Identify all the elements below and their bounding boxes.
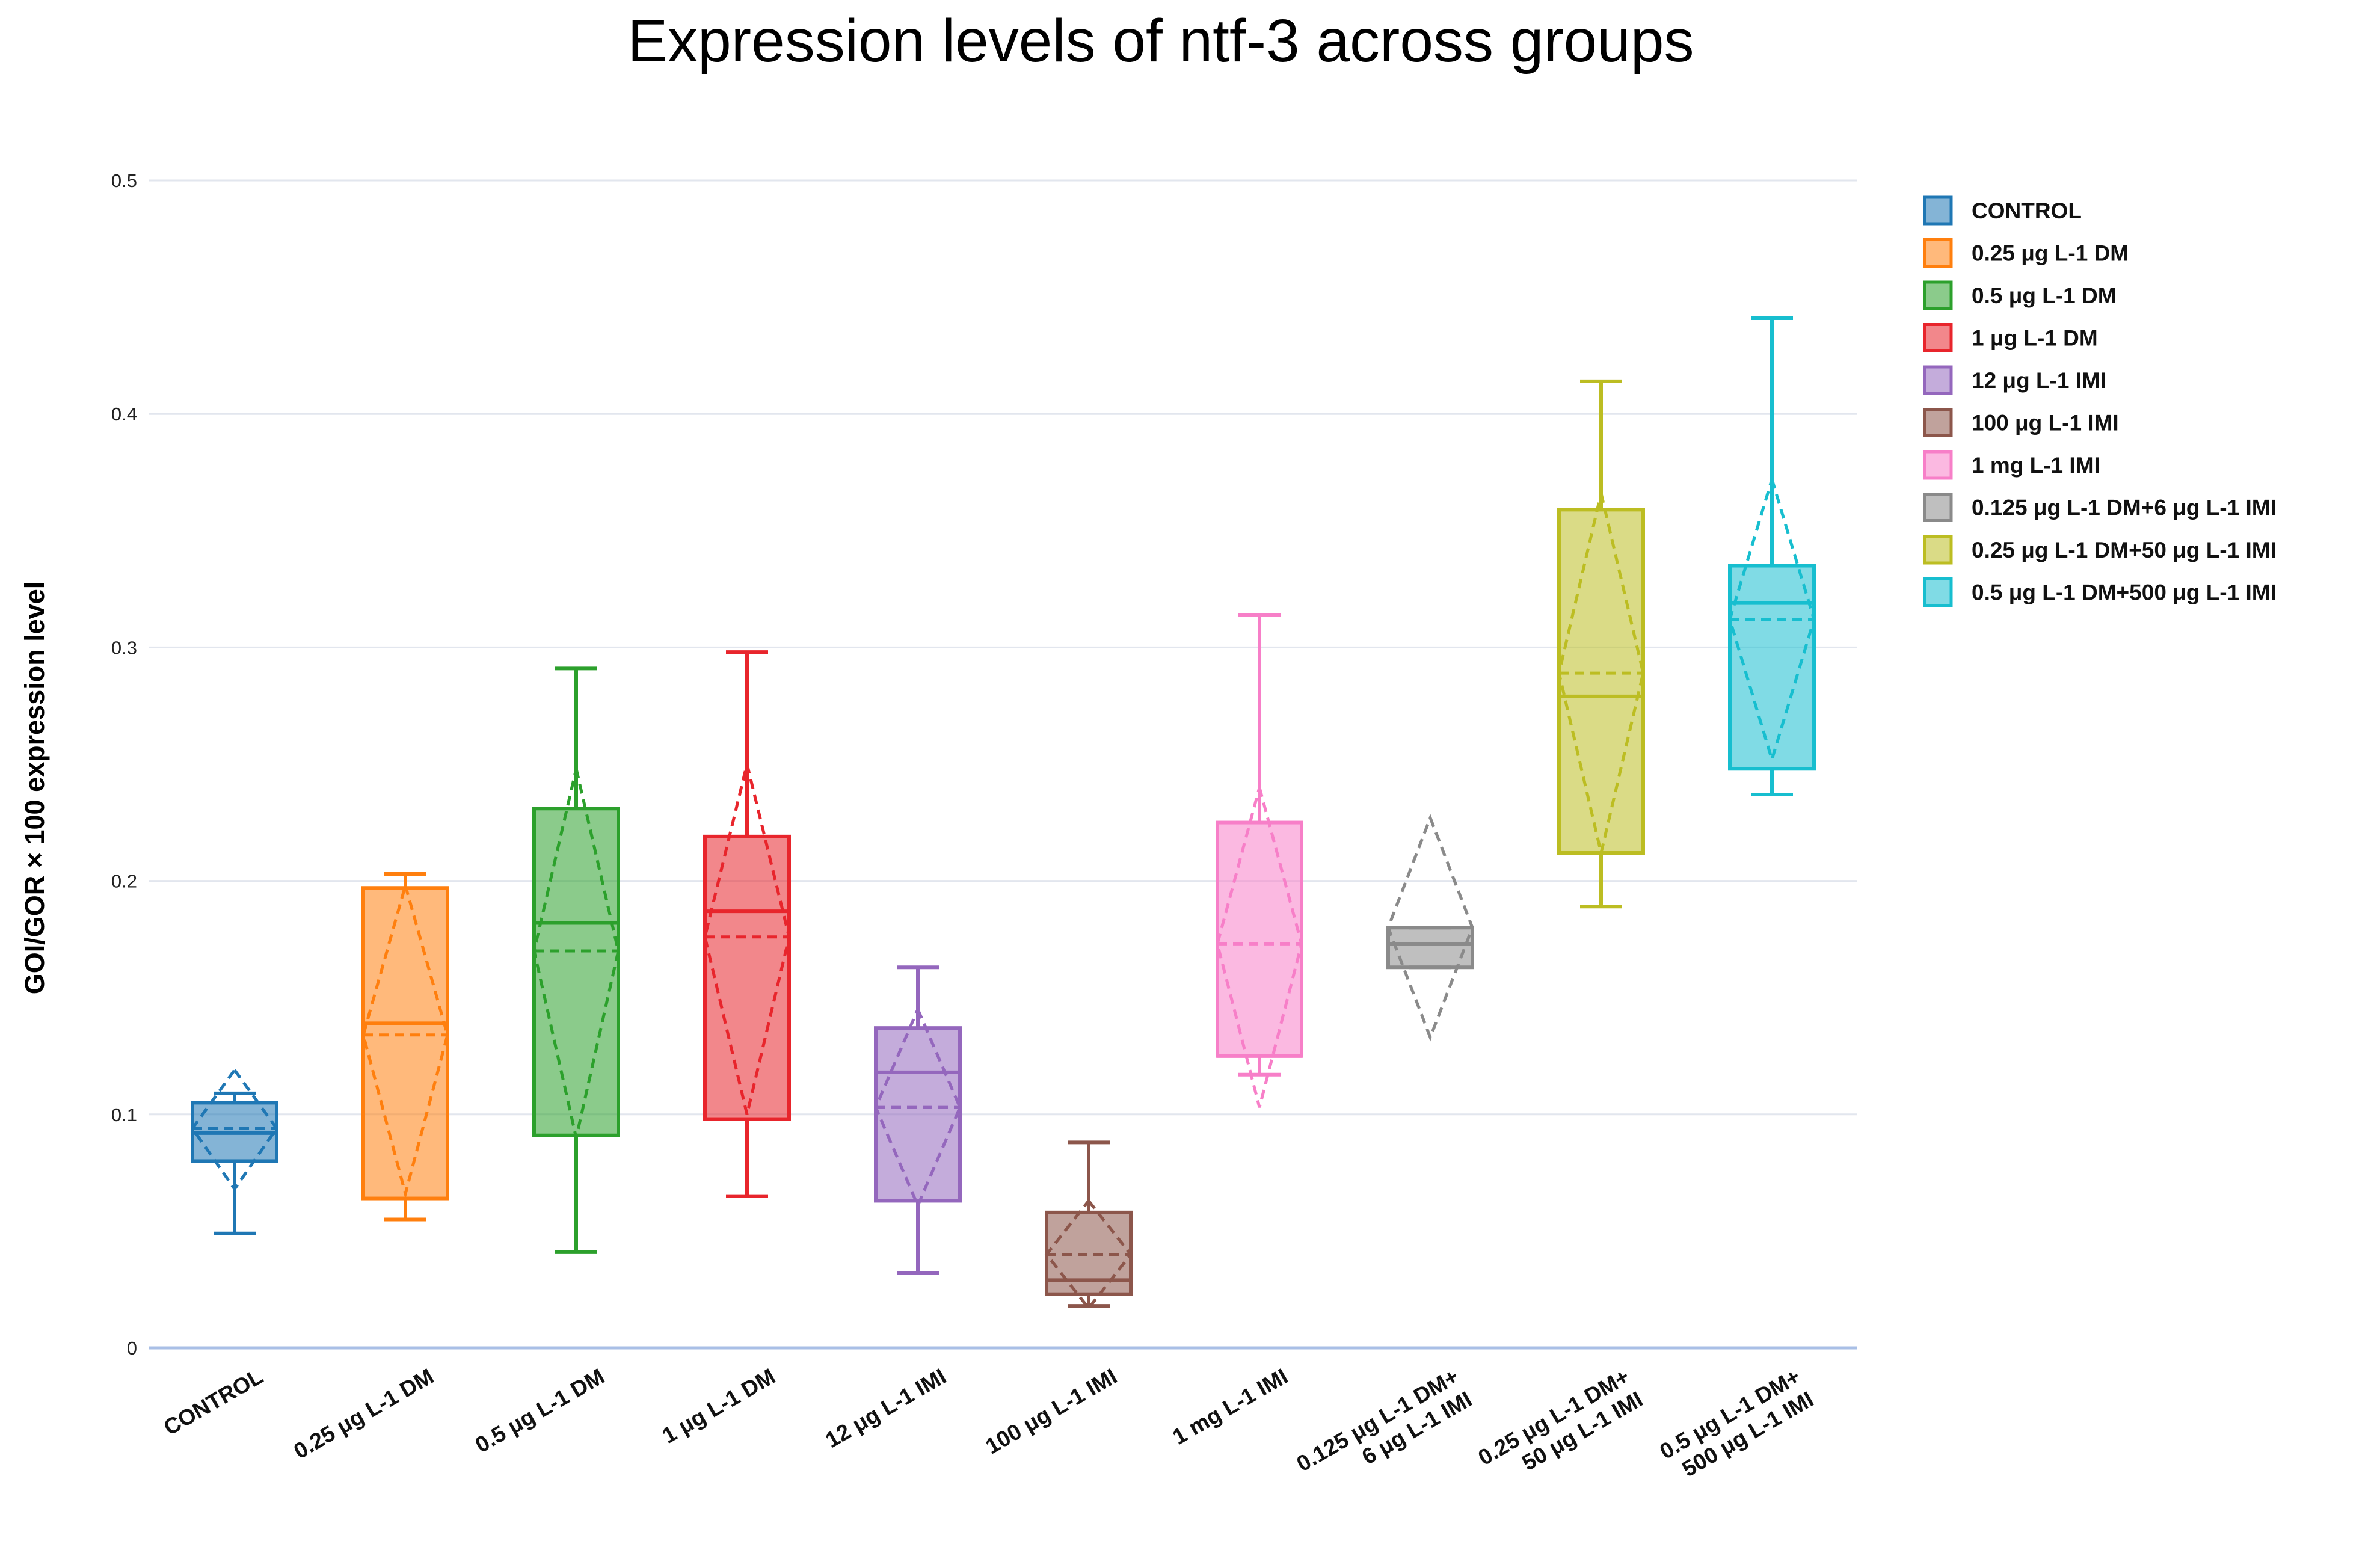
x-tick-label: 12 μg L-1 IMI [821, 1364, 950, 1453]
iqr-box [532, 807, 620, 1137]
legend-item: 0.5 μg L-1 DM [1923, 280, 2117, 310]
box-group [1557, 379, 1645, 909]
box-group [532, 666, 620, 1254]
x-tick-label: 0.5 μg L-1 DM [471, 1364, 609, 1457]
legend-label: 0.5 μg L-1 DM [1972, 283, 2117, 308]
box-group [1386, 813, 1474, 1042]
box-group [1044, 1140, 1133, 1311]
legend-swatch [1923, 365, 1953, 395]
box-group [874, 965, 962, 1275]
chart-title: Expression levels of ntf-3 across groups [627, 7, 1694, 75]
legend-item: 12 μg L-1 IMI [1923, 365, 2106, 395]
y-tick-label: 0.2 [111, 871, 137, 892]
legend: CONTROL 0.25 μg L-1 DM 0.5 μg L-1 DM 1 μg L… [1923, 195, 2277, 607]
legend-label: 12 μg L-1 IMI [1972, 368, 2106, 393]
x-tick-label: CONTROL [159, 1364, 267, 1440]
legend-item: 100 μg L-1 IMI [1923, 408, 2119, 437]
y-tick-label: 0.3 [111, 637, 137, 658]
legend-label: 1 mg L-1 IMI [1972, 453, 2100, 478]
x-tick-line: 100 μg L-1 IMI [982, 1364, 1121, 1459]
mean-sd-diamond [532, 768, 620, 1139]
legend-swatch [1923, 238, 1953, 268]
iqr-box [1216, 820, 1303, 1058]
x-tick-label: 0.25 μg L-1 DM [289, 1364, 438, 1463]
x-tick-label: 0.25 μg L-1 DM+50 μg L-1 IMI [1474, 1364, 1647, 1493]
mean-sd-diamond [190, 1067, 279, 1192]
x-axis-ticks: CONTROL 0.25 μg L-1 DM 0.5 μg L-1 DM 1 μg L… [159, 1364, 1818, 1499]
box-group [1728, 316, 1816, 796]
mean-sd-diamond [703, 763, 791, 1115]
y-tick-label: 0 [127, 1338, 137, 1359]
x-tick-line: 1 μg L-1 DM [658, 1364, 779, 1448]
box-series [190, 316, 1816, 1311]
legend-item: 0.25 μg L-1 DM [1923, 238, 2129, 268]
legend-swatch [1923, 280, 1953, 310]
mean-sd-diamond [1044, 1198, 1133, 1311]
x-tick-line: 1 mg L-1 IMI [1168, 1364, 1292, 1449]
legend-label: 0.25 μg L-1 DM [1972, 241, 2129, 266]
x-tick-line: CONTROL [159, 1364, 267, 1440]
legend-item: CONTROL [1923, 195, 2082, 226]
x-tick-label: 1 mg L-1 IMI [1168, 1364, 1292, 1449]
x-tick-label: 0.125 μg L-1 DM+6 μg L-1 IMI [1293, 1364, 1476, 1499]
legend-swatch [1923, 535, 1953, 565]
legend-item: 1 μg L-1 DM [1923, 323, 2098, 352]
legend-label: 100 μg L-1 IMI [1972, 411, 2119, 435]
legend-swatch [1923, 195, 1953, 226]
x-tick-line: 12 μg L-1 IMI [821, 1364, 950, 1453]
x-tick-line: 0.5 μg L-1 DM [471, 1364, 609, 1457]
x-tick-line: 0.25 μg L-1 DM [289, 1364, 438, 1463]
y-axis-label: GOI/GOR × 100 expression level [19, 582, 50, 995]
x-tick-label: 0.5 μg L-1 DM+500 μg L-1 IMI [1655, 1364, 1818, 1487]
mean-sd-diamond [1386, 813, 1474, 1042]
iqr-box [1557, 508, 1645, 855]
legend-item: 0.125 μg L-1 DM+6 μg L-1 IMI [1923, 493, 2277, 522]
legend-swatch [1923, 493, 1953, 522]
y-tick-label: 0.4 [111, 404, 137, 425]
box-group [703, 650, 791, 1198]
legend-swatch [1923, 450, 1953, 480]
legend-label: 0.125 μg L-1 DM+6 μg L-1 IMI [1972, 496, 2277, 520]
legend-item: 0.5 μg L-1 DM+500 μg L-1 IMI [1923, 577, 2277, 607]
mean-sd-diamond [1557, 493, 1645, 853]
mean-sd-diamond [874, 1005, 962, 1210]
y-axis-ticks: 0 0.1 0.2 0.3 0.4 0.5 [111, 170, 137, 1359]
box-group [361, 872, 449, 1222]
legend-item: 1 mg L-1 IMI [1923, 450, 2100, 480]
box-group [190, 1067, 279, 1235]
legend-swatch [1923, 408, 1953, 437]
iqr-box [874, 1026, 962, 1203]
iqr-box [1728, 564, 1816, 771]
mean-sd-diamond [1728, 474, 1816, 765]
legend-swatch [1923, 323, 1953, 352]
y-tick-label: 0.5 [111, 170, 137, 191]
legend-item: 0.25 μg L-1 DM+50 μg L-1 IMI [1923, 535, 2277, 565]
x-tick-label: 100 μg L-1 IMI [982, 1364, 1121, 1459]
mean-sd-diamond [361, 880, 449, 1200]
legend-swatch [1923, 577, 1953, 607]
legend-label: 0.5 μg L-1 DM+500 μg L-1 IMI [1972, 580, 2277, 605]
legend-label: 0.25 μg L-1 DM+50 μg L-1 IMI [1972, 538, 2277, 562]
mean-sd-diamond [1216, 781, 1303, 1108]
y-tick-label: 0.1 [111, 1104, 137, 1125]
legend-label: 1 μg L-1 DM [1972, 326, 2098, 351]
legend-label: CONTROL [1972, 198, 2082, 223]
x-tick-label: 1 μg L-1 DM [658, 1364, 779, 1448]
iqr-box [361, 886, 449, 1201]
box-group [1216, 613, 1303, 1108]
